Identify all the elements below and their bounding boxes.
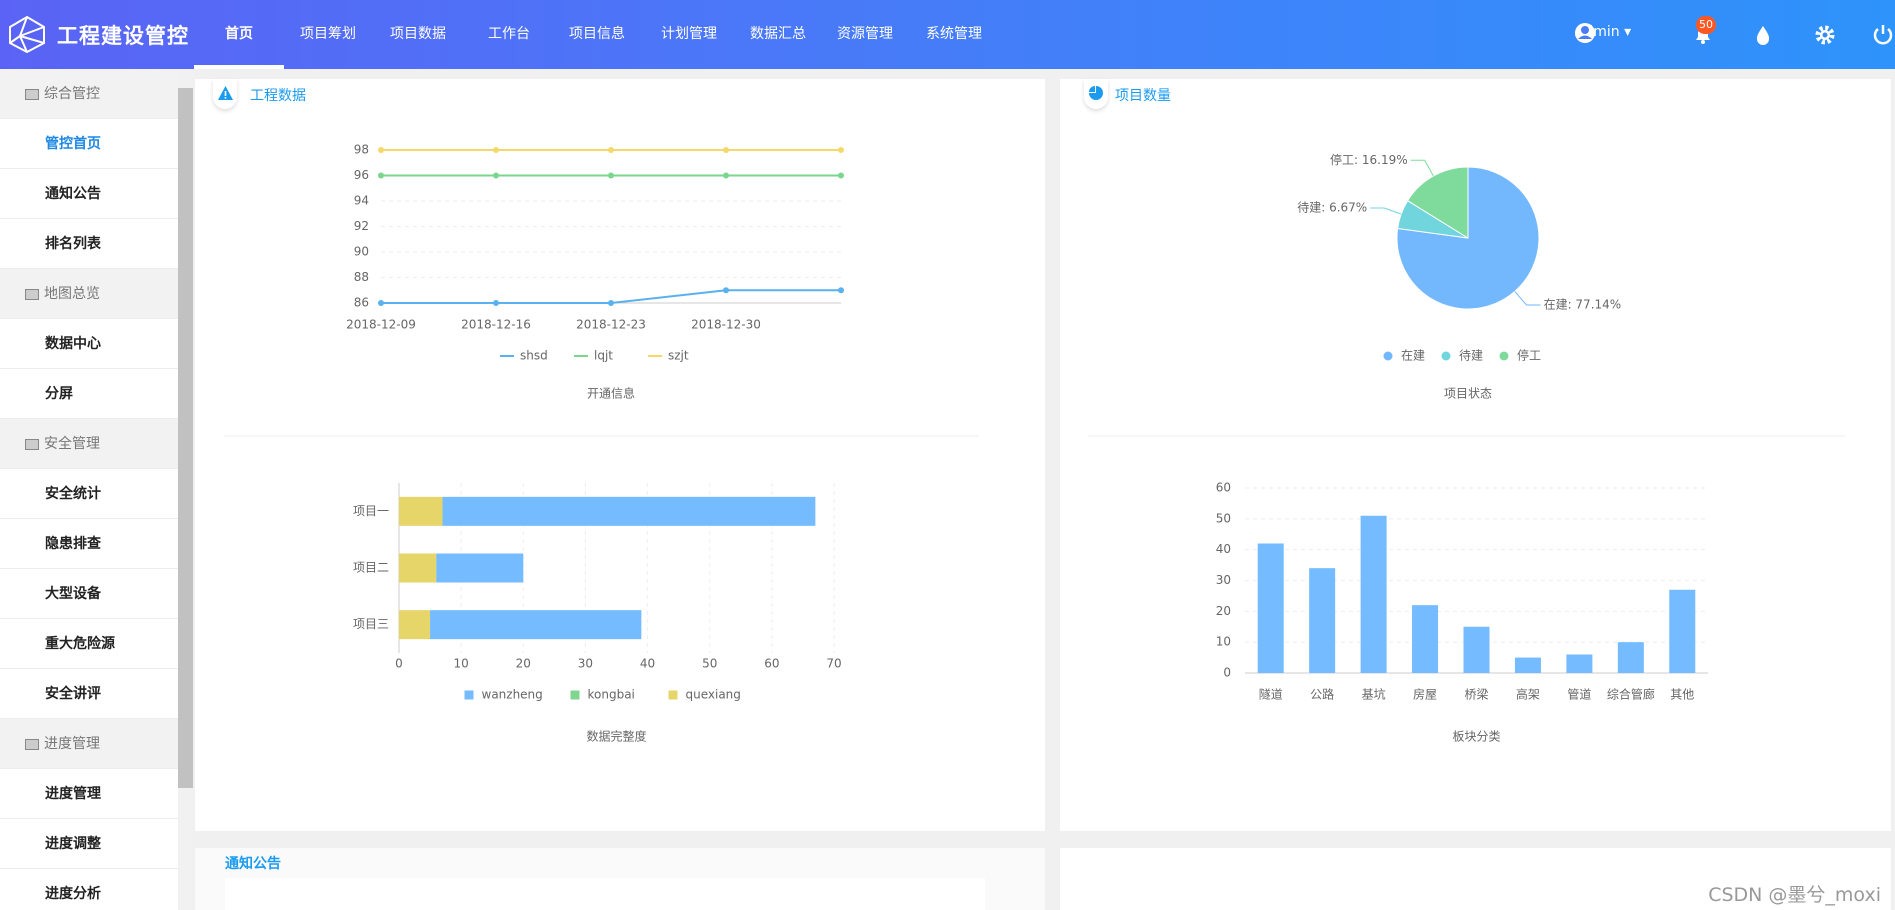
menu-item[interactable]: 安全统计: [0, 469, 178, 519]
blank-panel: [1060, 848, 1891, 910]
menu-item[interactable]: 隐患排查: [0, 519, 178, 569]
menu-item[interactable]: 进度分析: [0, 869, 178, 910]
notice-list: [225, 878, 985, 910]
panel-title: 通知公告: [225, 856, 281, 872]
sidebar: 综合管控 管控首页 通知公告 排名列表 地图总览 数据中心 分屏 安全管理 安全统计 隐患排查 大型…: [0, 69, 178, 910]
nav-item[interactable]: 项目信息: [569, 26, 625, 42]
power-icon[interactable]: [1872, 23, 1894, 45]
menu-item[interactable]: 进度管理: [0, 769, 178, 819]
drop-icon[interactable]: [1754, 24, 1772, 46]
menu-item[interactable]: 管控首页: [0, 119, 178, 169]
nav-item[interactable]: 计划管理: [661, 26, 717, 42]
right-panel: 项目数量: [1060, 79, 1891, 831]
menu-item[interactable]: 数据中心: [0, 319, 178, 369]
top-bar: 工程建设管控 Admin ▾ 50 首页 项目筹划 项目数据 工作台 项目信息 计划管理数…: [0, 0, 1895, 69]
menu-item[interactable]: 排名列表: [0, 219, 178, 269]
nav-item[interactable]: 数据汇总: [750, 26, 806, 42]
watermark: CSDN @墨兮_moxi: [1708, 884, 1881, 906]
nav-item[interactable]: 工作台: [488, 26, 530, 42]
menu-item[interactable]: 大型设备: [0, 569, 178, 619]
menu-item[interactable]: 进度调整: [0, 819, 178, 869]
menu-item[interactable]: 分屏: [0, 369, 178, 419]
warn-icon: [218, 86, 233, 100]
menu-item[interactable]: 通知公告: [0, 169, 178, 219]
notice-badge: 50: [1696, 16, 1716, 34]
panel-title: 工程数据: [250, 88, 306, 104]
gear-icon[interactable]: [1814, 24, 1836, 46]
menu-item[interactable]: 安全讲评: [0, 669, 178, 719]
panel-title: 项目数量: [1115, 88, 1171, 104]
left-panel: 工程数据: [195, 79, 1045, 831]
menu-group[interactable]: 综合管控: [0, 69, 178, 119]
nav-underline: [194, 65, 284, 69]
nav-item[interactable]: 项目数据: [390, 26, 446, 42]
notice-panel: 通知公告: [195, 848, 1045, 910]
nav-item[interactable]: 首页: [225, 26, 253, 42]
menu-group[interactable]: 地图总览: [0, 269, 178, 319]
nav-item[interactable]: 资源管理: [837, 26, 893, 42]
app-title: 工程建设管控: [57, 24, 189, 48]
pie-icon: [1089, 86, 1103, 100]
nav-item[interactable]: 系统管理: [926, 26, 982, 42]
user-icon: [1575, 23, 1595, 43]
scrollbar-thumb[interactable]: [178, 88, 193, 788]
menu-group[interactable]: 安全管理: [0, 419, 178, 469]
menu-group[interactable]: 进度管理: [0, 719, 178, 769]
nav-item[interactable]: 项目筹划: [300, 26, 356, 42]
menu-item[interactable]: 重大危险源: [0, 619, 178, 669]
logo: [9, 15, 45, 54]
